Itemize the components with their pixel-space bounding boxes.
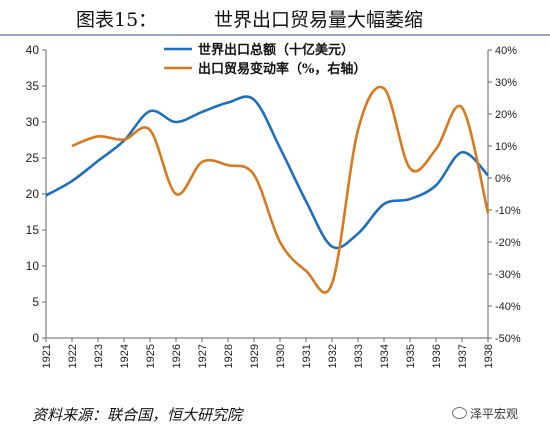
x-tick-label: 1930	[275, 344, 287, 368]
x-tick-label: 1925	[145, 344, 157, 368]
figure-header: 图表15： 世界出口贸易量大幅萎缩	[0, 0, 550, 36]
x-tick-label: 1924	[119, 344, 131, 368]
left-tick-label: 5	[32, 295, 39, 309]
x-tick-label: 1927	[197, 344, 209, 368]
x-tick-label: 1923	[93, 344, 105, 368]
right-tick-label: 20%	[495, 109, 517, 121]
x-tick-label: 1936	[431, 344, 443, 368]
right-tick-label: -20%	[495, 237, 521, 249]
x-tick-label: 1938	[483, 344, 495, 368]
left-tick-label: 10	[26, 259, 40, 273]
x-tick-label: 1926	[171, 344, 183, 368]
left-tick-label: 35	[26, 79, 40, 93]
wechat-icon	[452, 407, 467, 419]
watermark: 泽平宏观	[452, 405, 518, 422]
source-note: 资料来源：联合国，恒大研究院	[32, 406, 243, 424]
x-tick-label: 1934	[379, 344, 391, 368]
figure-label: 图表15：	[76, 9, 158, 31]
x-tick-label: 1935	[405, 344, 417, 368]
right-tick-label: -50%	[495, 333, 521, 345]
x-tick-label: 1932	[327, 344, 339, 368]
right-tick-label: 30%	[495, 77, 517, 89]
watermark-text: 泽平宏观	[470, 407, 519, 421]
right-tick-label: -40%	[495, 301, 521, 313]
left-tick-label: 40	[26, 43, 40, 57]
right-tick-label: 40%	[495, 45, 517, 57]
left-tick-label: 25	[26, 151, 40, 165]
series-line-2	[71, 85, 490, 294]
x-tick-label: 1933	[353, 344, 365, 368]
right-tick-label: -10%	[495, 205, 521, 217]
x-tick-label: 1931	[301, 344, 313, 368]
figure-title: 世界出口贸易量大幅萎缩	[214, 9, 424, 31]
line-chart: 0 5 10 15 20 25 30 35 40 -50% -40% -30% -20% -10% 0% 10…	[26, 42, 521, 368]
x-tick-label: 1937	[457, 344, 469, 368]
left-tick-label: 30	[26, 115, 40, 129]
x-tick-label: 1921	[41, 344, 53, 368]
right-tick-label: 0%	[495, 173, 511, 185]
right-tick-label: -30%	[495, 269, 521, 281]
left-tick-label: 15	[26, 223, 40, 237]
left-tick-label: 20	[26, 187, 40, 201]
legend-label-2: 出口贸易变动率（%，右轴）	[198, 61, 366, 77]
series-line-1	[45, 95, 489, 250]
x-tick-label: 1922	[67, 344, 79, 368]
legend-label-1: 世界出口总额（十亿美元）	[198, 42, 354, 58]
x-tick-label: 1928	[223, 344, 235, 368]
right-tick-label: 10%	[495, 141, 517, 153]
x-tick-label: 1929	[249, 344, 261, 368]
left-tick-label: 0	[32, 331, 39, 345]
